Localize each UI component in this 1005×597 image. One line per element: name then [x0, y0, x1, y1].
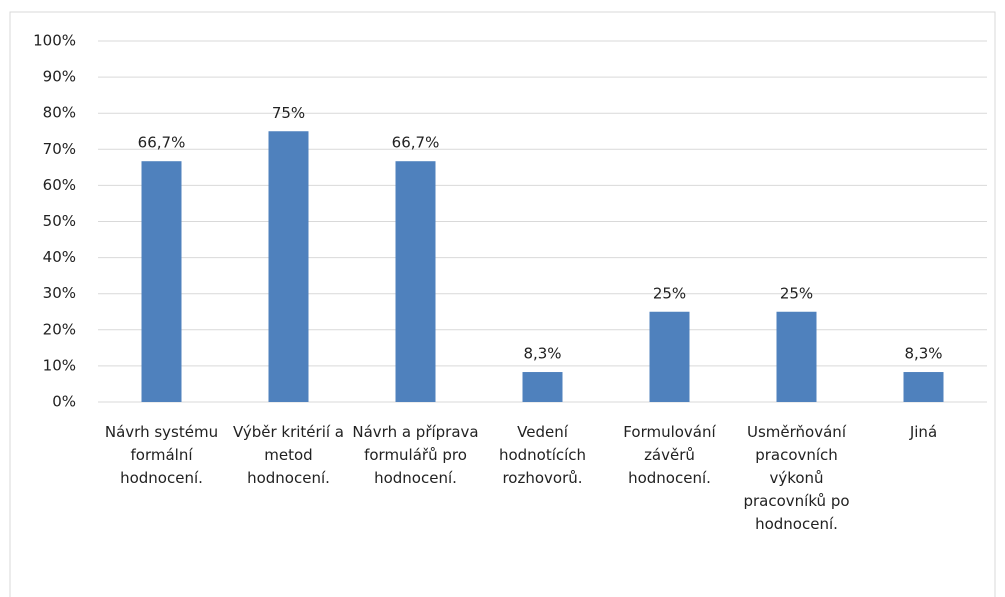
y-tick-label: 30% [43, 284, 76, 302]
x-tick-label: Formulování závěrů hodnocení. [623, 423, 716, 487]
data-label: 8,3% [904, 345, 942, 363]
bar [903, 372, 944, 402]
y-tick-label: 0% [52, 393, 76, 411]
bar [522, 372, 563, 402]
data-label: 66,7% [138, 134, 186, 152]
y-tick-label: 90% [43, 68, 76, 86]
y-tick-label: 60% [43, 176, 76, 194]
data-label: 25% [780, 284, 813, 302]
y-tick-label: 80% [43, 104, 76, 122]
data-label: 75% [272, 104, 305, 122]
x-tick-label: Výběr kritérií a metod hodnocení. [232, 423, 344, 487]
y-tick-label: 20% [43, 320, 76, 338]
bar [776, 311, 817, 402]
x-tick-label: Jiná [909, 423, 938, 441]
y-tick-label: 40% [43, 248, 76, 266]
bar [268, 131, 309, 402]
bar [649, 311, 690, 402]
y-tick-label: 10% [43, 356, 76, 374]
y-tick-label: 50% [43, 212, 76, 230]
chart-frame [9, 11, 996, 597]
bar [141, 161, 182, 402]
x-tick-label: Návrh a příprava formulářů pro hodnocení… [352, 423, 479, 487]
x-tick-label: Usměrňování pracovních výkonů pracovníků… [743, 423, 850, 533]
x-tick-label: Návrh systému formální hodnocení. [104, 423, 219, 487]
data-label: 66,7% [392, 134, 440, 152]
data-label: 8,3% [523, 345, 561, 363]
x-tick-label: Vedení hodnotících rozhovorů. [498, 423, 587, 487]
y-tick-label: 100% [33, 32, 76, 50]
bar [395, 161, 436, 402]
y-tick-label: 70% [43, 140, 76, 158]
data-label: 25% [653, 284, 686, 302]
